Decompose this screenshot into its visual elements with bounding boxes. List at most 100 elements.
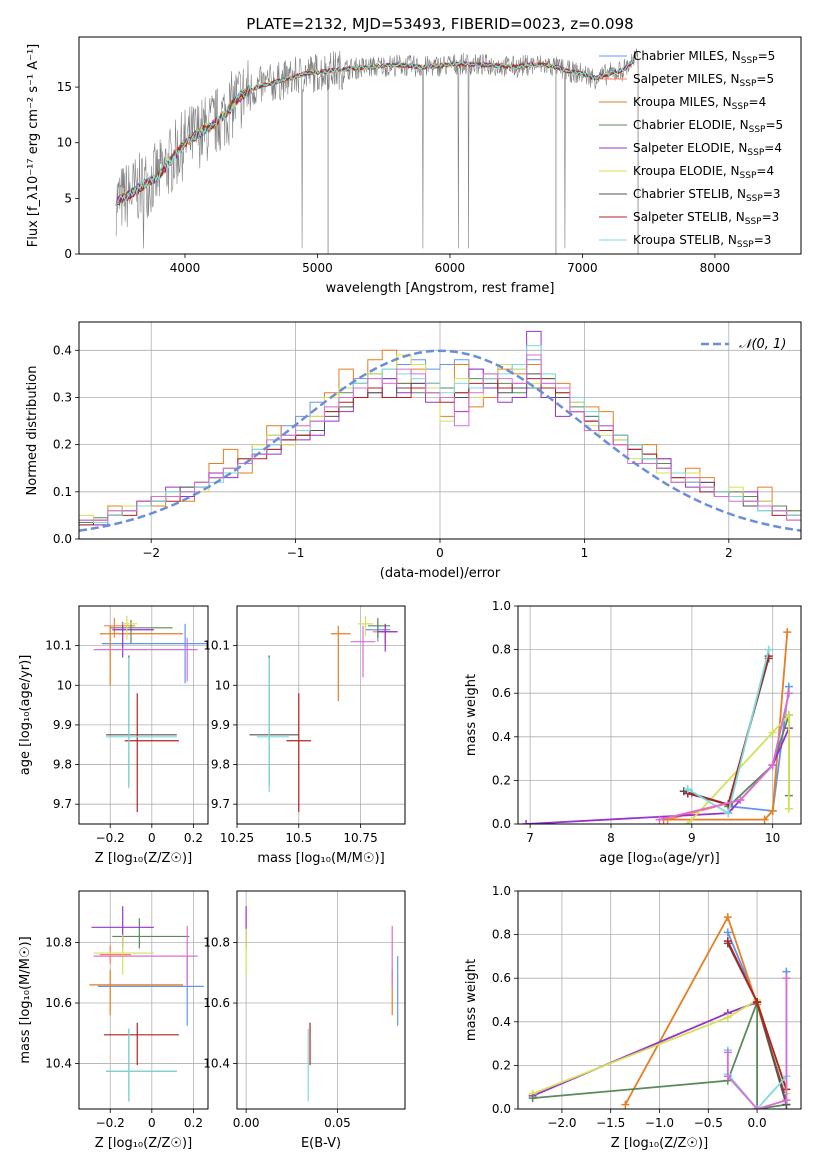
x-tick-label: 0.00 <box>233 1116 260 1130</box>
spectrum-legend: Chabrier MILES, NSSP=5 Salpeter MILES, NS… <box>599 49 783 250</box>
legend-label: Chabrier MILES, NSSP=5 <box>633 49 775 66</box>
histogram-step <box>79 354 801 521</box>
x-tick-label: 9 <box>688 831 696 845</box>
error-bar-point <box>106 1028 177 1102</box>
model-spectrum-line <box>115 59 635 206</box>
y-tick-label: 10.6 <box>45 996 72 1010</box>
weight-marker <box>760 815 769 824</box>
x-axis-label: Z [log₁₀(Z/Z☉)] <box>95 1136 192 1151</box>
age_vs_mass-panel: 10.25 10.5 10.75 9.7 9.8 9.9 10 10.1 mass [log₁₀… <box>203 605 406 866</box>
axes-frame <box>236 605 406 825</box>
y-tick-label: 1.0 <box>492 599 511 613</box>
x-tick-label: 6000 <box>435 261 466 275</box>
spectrum-plot-area <box>115 48 639 254</box>
y-tick-label: 9.8 <box>53 758 72 772</box>
y-tick-label: 0.8 <box>492 928 511 942</box>
x-tick-label: 10.75 <box>343 831 377 845</box>
error-bar-point <box>330 625 351 702</box>
age_vs_Z-plot-area <box>93 615 208 813</box>
mass_vs_Z-panel: −0.2 0 0.2 10.4 10.6 10.8 Z [log₁₀(Z/Z☉)] mass … <box>18 890 209 1151</box>
weight-marker <box>723 937 732 946</box>
x-tick-label: −0.5 <box>694 1116 723 1130</box>
weight-line <box>687 712 790 824</box>
x-axis-label: mass [log₁₀(M/M☉)] <box>257 851 384 866</box>
x-tick-label: 0 <box>436 546 444 560</box>
x-tick-label: 0.2 <box>184 831 203 845</box>
x-axis-label: wavelength [Angstrom, rest frame] <box>326 281 555 296</box>
figure-title: PLATE=2132, MJD=53493, FIBERID=0023, z=0… <box>246 15 633 33</box>
error-bar-point <box>256 657 289 793</box>
weight-marker <box>724 809 733 818</box>
y-tick-label: 0.3 <box>53 390 72 404</box>
weight-marker <box>768 806 777 815</box>
weight-marker <box>768 728 777 737</box>
axes-frame <box>78 605 209 825</box>
error-bar-point <box>93 637 198 682</box>
weight_vs_Z-panel: −2.0 −1.5 −1.0 −0.5 0.0 0.0 0.2 0.4 0.6 0.8 1.0 Z [… <box>464 884 802 1151</box>
x-tick-label: 10.5 <box>285 831 312 845</box>
y-tick-label: 10 <box>57 678 72 692</box>
error-bar-point <box>97 956 204 1026</box>
x-tick-label: 8 <box>607 831 615 845</box>
error-bar-point <box>93 934 154 975</box>
y-tick-label: 0.4 <box>53 343 72 357</box>
y-tick-label: 10.1 <box>45 639 72 653</box>
y-tick-label: 0.6 <box>492 686 511 700</box>
model-spectrum-line <box>115 58 635 206</box>
x-tick-label: −0.2 <box>96 1116 125 1130</box>
mass_vs_ebv-panel: 0.00 0.05 10.4 10.6 10.8 E(B-V) <box>203 890 406 1151</box>
error-bar-point <box>106 655 177 787</box>
y-tick-label: 0.4 <box>492 1015 511 1029</box>
error-bar-point <box>89 969 184 1016</box>
age_vs_mass-plot-area <box>249 615 398 813</box>
y-tick-label: 0.0 <box>492 817 511 831</box>
y-tick-label: 0.1 <box>53 485 72 499</box>
gaussian-curve <box>79 349 801 532</box>
x-tick-label: 8000 <box>700 261 731 275</box>
gaussian-legend-label: 𝒩(0, 1) <box>739 337 786 352</box>
x-tick-label: −1.5 <box>596 1116 625 1130</box>
model-spectrum-line <box>116 60 635 207</box>
weight-marker <box>783 628 792 637</box>
x-tick-label: 0.2 <box>184 1116 203 1130</box>
error-bar-point <box>124 693 179 813</box>
y-axis-label: mass weight <box>464 674 479 756</box>
y-tick-label: 15 <box>57 80 72 94</box>
y-tick-label: 9.9 <box>53 718 72 732</box>
axes-frame <box>517 890 802 1110</box>
x-tick-label: −1 <box>287 546 305 560</box>
x-axis-label: (data-model)/error <box>380 566 501 581</box>
x-tick-label: −2.0 <box>547 1116 576 1130</box>
y-tick-label: 0.8 <box>492 643 511 657</box>
error-bar-point <box>103 1022 179 1066</box>
y-tick-label: 9.7 <box>211 797 230 811</box>
error-bar-point <box>106 657 177 789</box>
model-spectrum-line <box>115 57 635 206</box>
legend-label: Chabrier STELIB, NSSP=3 <box>633 187 781 204</box>
legend-label: Kroupa MILES, NSSP=4 <box>633 95 766 112</box>
mass_vs_Z-plot-area <box>89 906 204 1102</box>
weight-marker <box>736 796 745 805</box>
x-tick-label: 1 <box>581 546 589 560</box>
weight-line <box>663 632 789 821</box>
weight-marker <box>723 1013 732 1022</box>
weight-marker <box>768 761 777 770</box>
weight-marker <box>753 1105 762 1109</box>
axes-frame <box>236 890 406 1110</box>
error-bar-point <box>93 925 198 987</box>
weight-marker <box>679 787 688 796</box>
spectrum-panel: 4000 5000 6000 7000 8000 0 5 10 15 wavelength [An… <box>26 36 802 296</box>
axes-frame <box>78 890 209 1110</box>
y-axis-label: mass [log₁₀(M/M☉)] <box>18 936 33 1063</box>
y-tick-label: 1.0 <box>492 884 511 898</box>
weight-marker <box>723 928 732 937</box>
weight-marker <box>753 998 762 1007</box>
x-tick-label: −1.0 <box>645 1116 674 1130</box>
weight_vs_age-plot-area <box>522 628 793 824</box>
weight-marker <box>784 689 793 698</box>
residuals-panel: −2 −1 0 1 2 0.0 0.1 0.2 0.3 0.4 (data-model)/error… <box>25 321 802 581</box>
x-tick-label: 0 <box>148 831 156 845</box>
x-tick-label: 4000 <box>170 261 201 275</box>
error-bar-point <box>99 945 132 964</box>
error-bar-point <box>112 621 154 658</box>
